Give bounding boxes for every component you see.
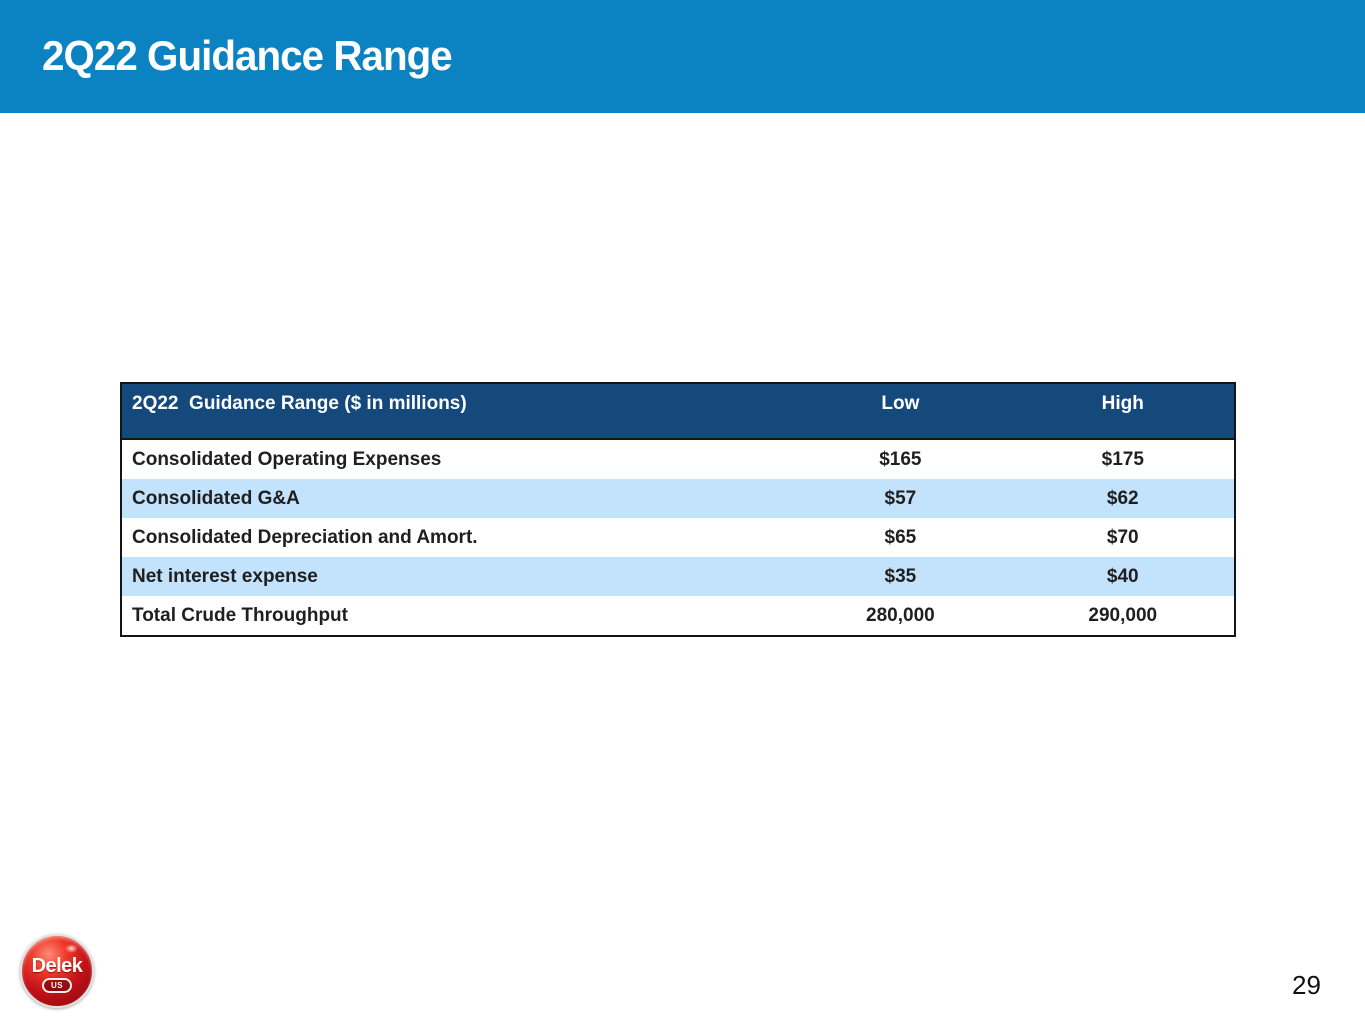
row-label: Consolidated G&A [132,487,300,509]
guidance-table: 2Q22 Guidance Range ($ in millions) Low … [120,382,1236,637]
row-label: Net interest expense [132,565,318,587]
row-high-value: $175 [1101,448,1144,470]
title-banner: 2Q22 Guidance Range [0,0,1365,113]
row-high-value: $62 [1106,487,1139,509]
delek-us-logo: Delek US [20,934,94,1008]
table-row: Consolidated G&A $57 $62 [122,479,1234,518]
table-header-high: High [1101,393,1144,414]
logo-shine-highlight [65,944,78,953]
row-label: Consolidated Operating Expenses [132,448,442,470]
table-body: Consolidated Operating Expenses $165 $17… [122,440,1234,635]
row-low-value: $35 [884,565,917,587]
row-low-value: $165 [879,448,922,470]
table-header-row: 2Q22 Guidance Range ($ in millions) Low … [122,384,1234,440]
table-row: Consolidated Depreciation and Amort. $65… [122,518,1234,557]
table-header-label: 2Q22 Guidance Range ($ in millions) [132,393,467,414]
logo-us-badge: US [42,977,72,993]
table-row: Consolidated Operating Expenses $165 $17… [122,440,1234,479]
page-number: 29 [1292,970,1321,1000]
table-row: Net interest expense $35 $40 [122,557,1234,596]
row-low-value: $57 [884,487,917,509]
row-low-value: $65 [884,526,917,548]
table-row: Total Crude Throughput 280,000 290,000 [122,596,1234,635]
logo-brand-text: Delek [31,954,83,977]
row-high-value: 290,000 [1088,604,1158,626]
row-low-value: 280,000 [866,604,935,626]
row-high-value: $70 [1106,526,1139,548]
row-label: Total Crude Throughput [132,604,348,626]
row-label: Consolidated Depreciation and Amort. [132,526,478,548]
slide-title: 2Q22 Guidance Range [42,32,453,79]
row-high-value: $40 [1106,565,1139,587]
table-header-low: Low [881,393,920,414]
